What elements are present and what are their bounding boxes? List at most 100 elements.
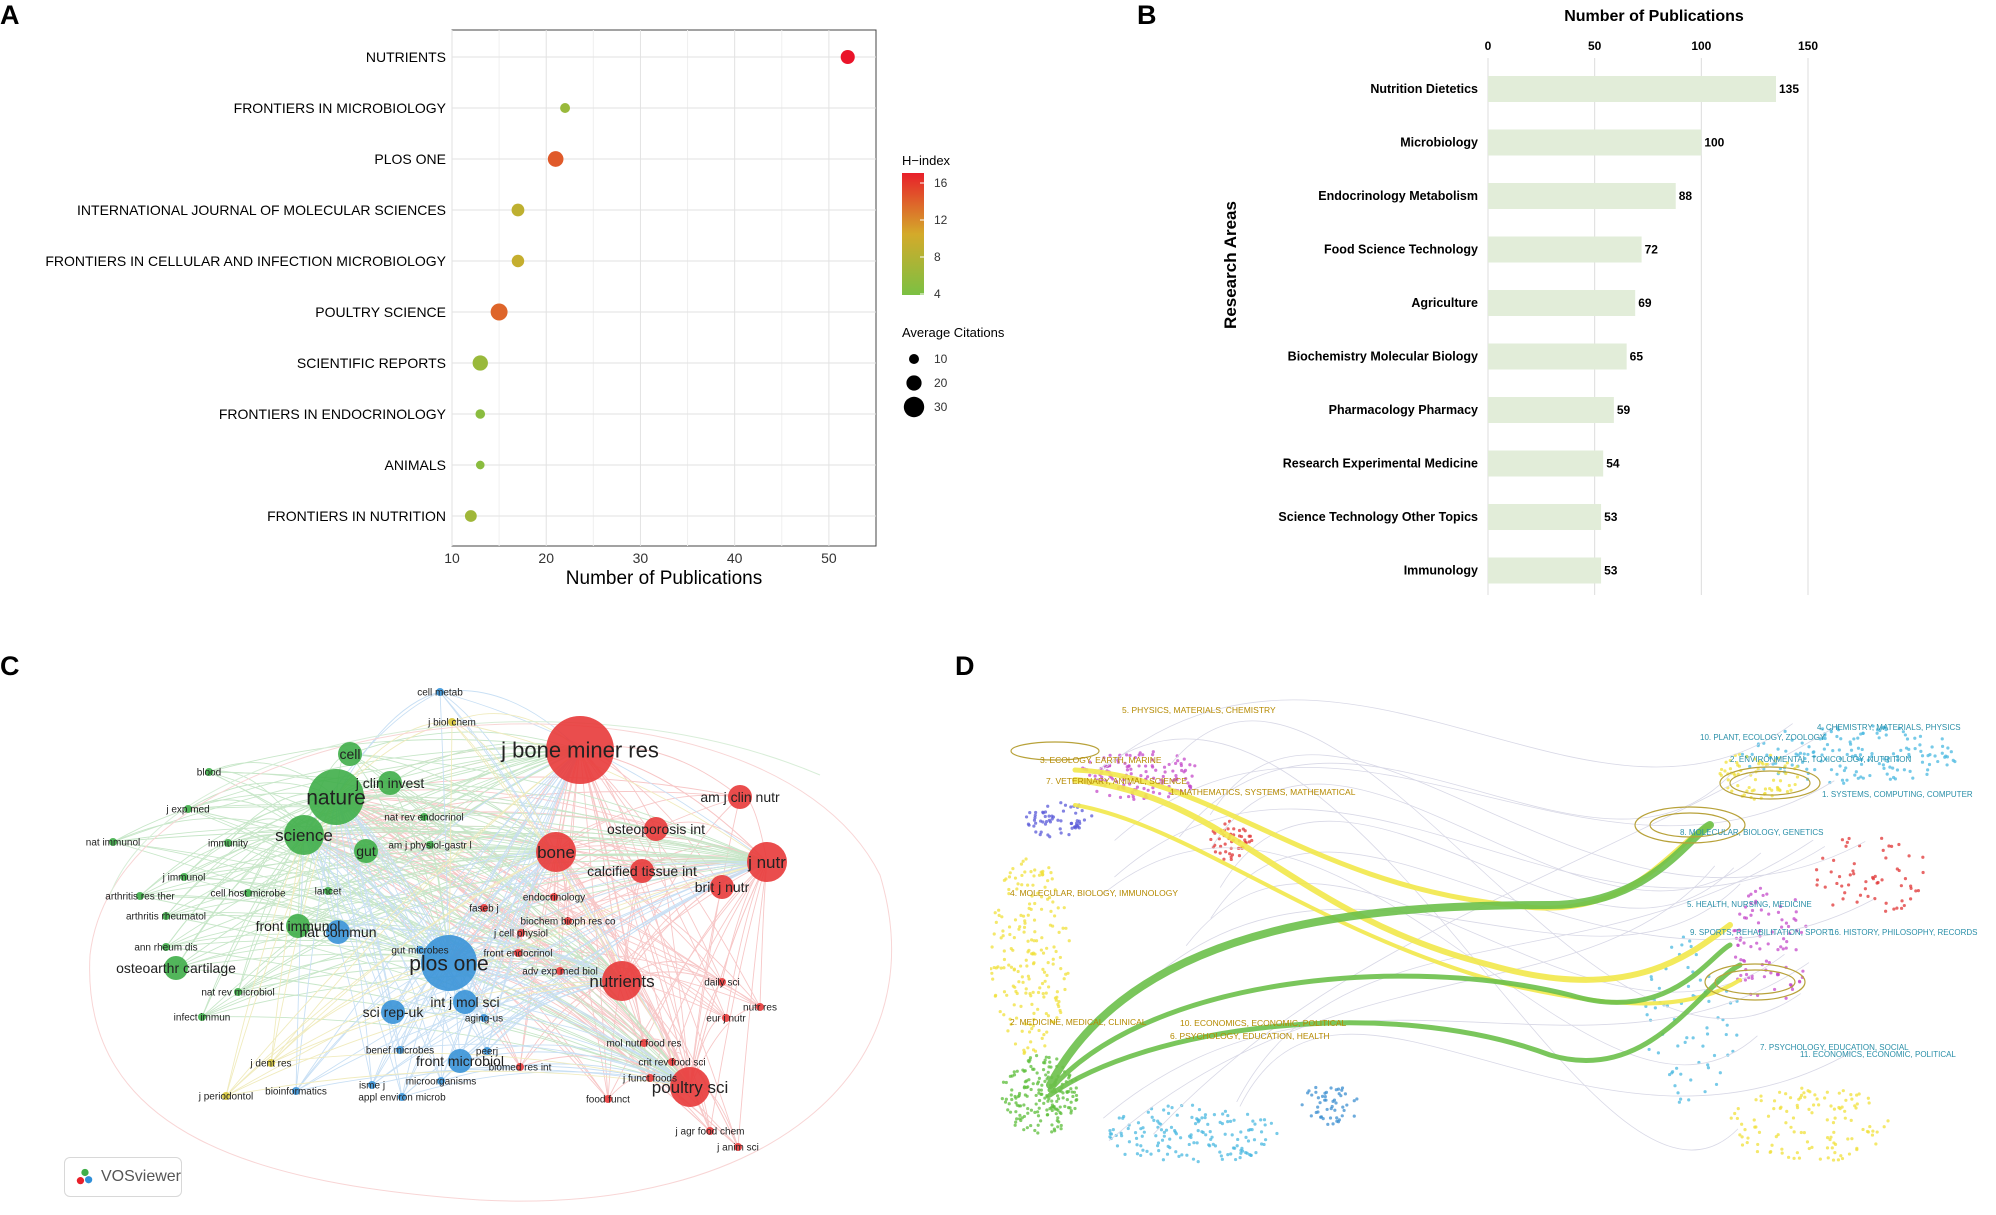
overlay-dot	[1335, 1119, 1339, 1123]
overlay-dot	[1677, 1100, 1681, 1104]
overlay-dot	[990, 945, 994, 949]
x-tick-label-b: 100	[1691, 39, 1711, 53]
overlay-dot	[1895, 768, 1900, 772]
overlay-dot	[1686, 965, 1690, 970]
overlay-dot	[1867, 1101, 1871, 1105]
overlay-dot	[1650, 977, 1654, 982]
overlay-thin-flow	[1091, 738, 1739, 1151]
overlay-dot	[1784, 749, 1788, 753]
overlay-dot	[1926, 768, 1930, 772]
overlay-dot	[1823, 1096, 1827, 1100]
overlay-dot	[1228, 1119, 1233, 1123]
x-tick-label-a: 10	[444, 550, 460, 566]
overlay-dot	[1860, 757, 1864, 762]
citations-legend-label: 20	[934, 376, 948, 390]
overlay-dot	[1908, 769, 1912, 773]
overlay-dot	[1792, 1130, 1796, 1134]
overlay-dot	[1759, 1099, 1763, 1103]
overlay-dot	[1065, 1098, 1069, 1102]
research-area-label: Food Science Technology	[1324, 243, 1478, 257]
overlay-dot	[1176, 759, 1180, 763]
overlay-dot	[1768, 756, 1772, 760]
overlay-dot	[1030, 938, 1034, 942]
network-node-label: poultry sci	[652, 1078, 729, 1097]
overlay-dot	[1753, 901, 1758, 905]
overlay-dot	[1139, 1127, 1143, 1131]
overlay-dot	[1250, 1128, 1254, 1132]
overlay-dot	[1129, 772, 1133, 776]
overlay-dot	[1182, 757, 1186, 761]
network-edge	[689, 886, 723, 1088]
overlay-dot	[1851, 869, 1855, 873]
overlay-dot	[1840, 1105, 1844, 1109]
overlay-dot	[1784, 771, 1788, 776]
overlay-dot	[1056, 1125, 1060, 1129]
overlay-dot	[1776, 747, 1780, 751]
overlay-dot	[1054, 949, 1058, 954]
overlay-dot	[1235, 1144, 1239, 1148]
network-node	[480, 904, 488, 912]
overlay-dot	[1245, 1151, 1249, 1155]
overlay-dot	[1032, 824, 1036, 828]
overlay-dot	[1020, 1029, 1024, 1033]
network-node-label: j nutr	[747, 853, 786, 872]
overlay-dot	[1165, 1152, 1170, 1156]
overlay-dot	[1043, 1096, 1047, 1100]
overlay-dot	[1108, 753, 1112, 757]
overlay-dot	[1335, 1116, 1339, 1120]
overlay-dot	[1049, 871, 1053, 875]
overlay-dot	[1155, 1144, 1160, 1148]
overlay-dot	[1870, 1133, 1875, 1137]
overlay-dot	[1914, 889, 1918, 893]
overlay-dot	[1899, 748, 1903, 752]
overlay-dot	[1870, 751, 1874, 756]
network-node-label: j biol chem	[427, 718, 476, 729]
overlay-dot	[1855, 900, 1859, 904]
overlay-dot	[1226, 1113, 1230, 1118]
overlay-dot	[1059, 831, 1063, 835]
network-edge	[555, 845, 723, 888]
overlay-dot	[1782, 937, 1786, 941]
overlay-dot	[1008, 1074, 1012, 1078]
overlay-dot	[1027, 906, 1031, 910]
overlay-dot	[1925, 772, 1929, 776]
overlay-dot	[1875, 1130, 1879, 1134]
overlay-dot	[1020, 883, 1024, 887]
overlay-dot	[1051, 815, 1056, 819]
overlay-dot	[1648, 1018, 1653, 1022]
overlay-dot	[1829, 768, 1834, 772]
overlay-dot	[1871, 724, 1875, 728]
overlay-dot	[1061, 809, 1066, 813]
overlay-dot	[1071, 1094, 1075, 1099]
network-edge	[270, 861, 768, 1064]
overlay-dot	[1742, 959, 1747, 963]
overlay-dot	[1164, 1128, 1169, 1132]
network-edge	[335, 796, 442, 1082]
overlay-dot	[1900, 899, 1904, 903]
overlay-dot	[1008, 932, 1012, 937]
overlay-dot	[1767, 960, 1771, 965]
overlay-dot	[1840, 1156, 1845, 1161]
overlay-dot	[1135, 1143, 1139, 1147]
overlay-left-label: 4. MOLECULAR, BIOLOGY, IMMUNOLOGY	[1010, 888, 1178, 898]
overlay-dot	[1259, 1130, 1264, 1134]
overlay-dot	[1047, 1097, 1051, 1101]
overlay-dot	[1791, 1116, 1796, 1120]
overlay-dot	[1919, 749, 1923, 753]
network-edge	[335, 796, 623, 982]
research-area-bar	[1488, 450, 1604, 477]
research-area-label: Endocrinology Metabolism	[1318, 189, 1478, 203]
overlay-dot	[1786, 1155, 1791, 1159]
network-edge	[225, 834, 305, 1097]
overlay-dot	[1196, 1129, 1200, 1133]
network-edge	[448, 962, 691, 1088]
journal-bubble	[547, 151, 564, 167]
overlay-dot	[1192, 1141, 1196, 1145]
network-edge	[270, 1052, 691, 1088]
overlay-dot	[1011, 948, 1015, 952]
overlay-dot	[1771, 778, 1776, 782]
overlay-dot	[1778, 1106, 1782, 1111]
overlay-dot	[1016, 1094, 1020, 1099]
overlay-dot	[1930, 745, 1934, 749]
x-tick-label-a: 20	[538, 550, 554, 566]
